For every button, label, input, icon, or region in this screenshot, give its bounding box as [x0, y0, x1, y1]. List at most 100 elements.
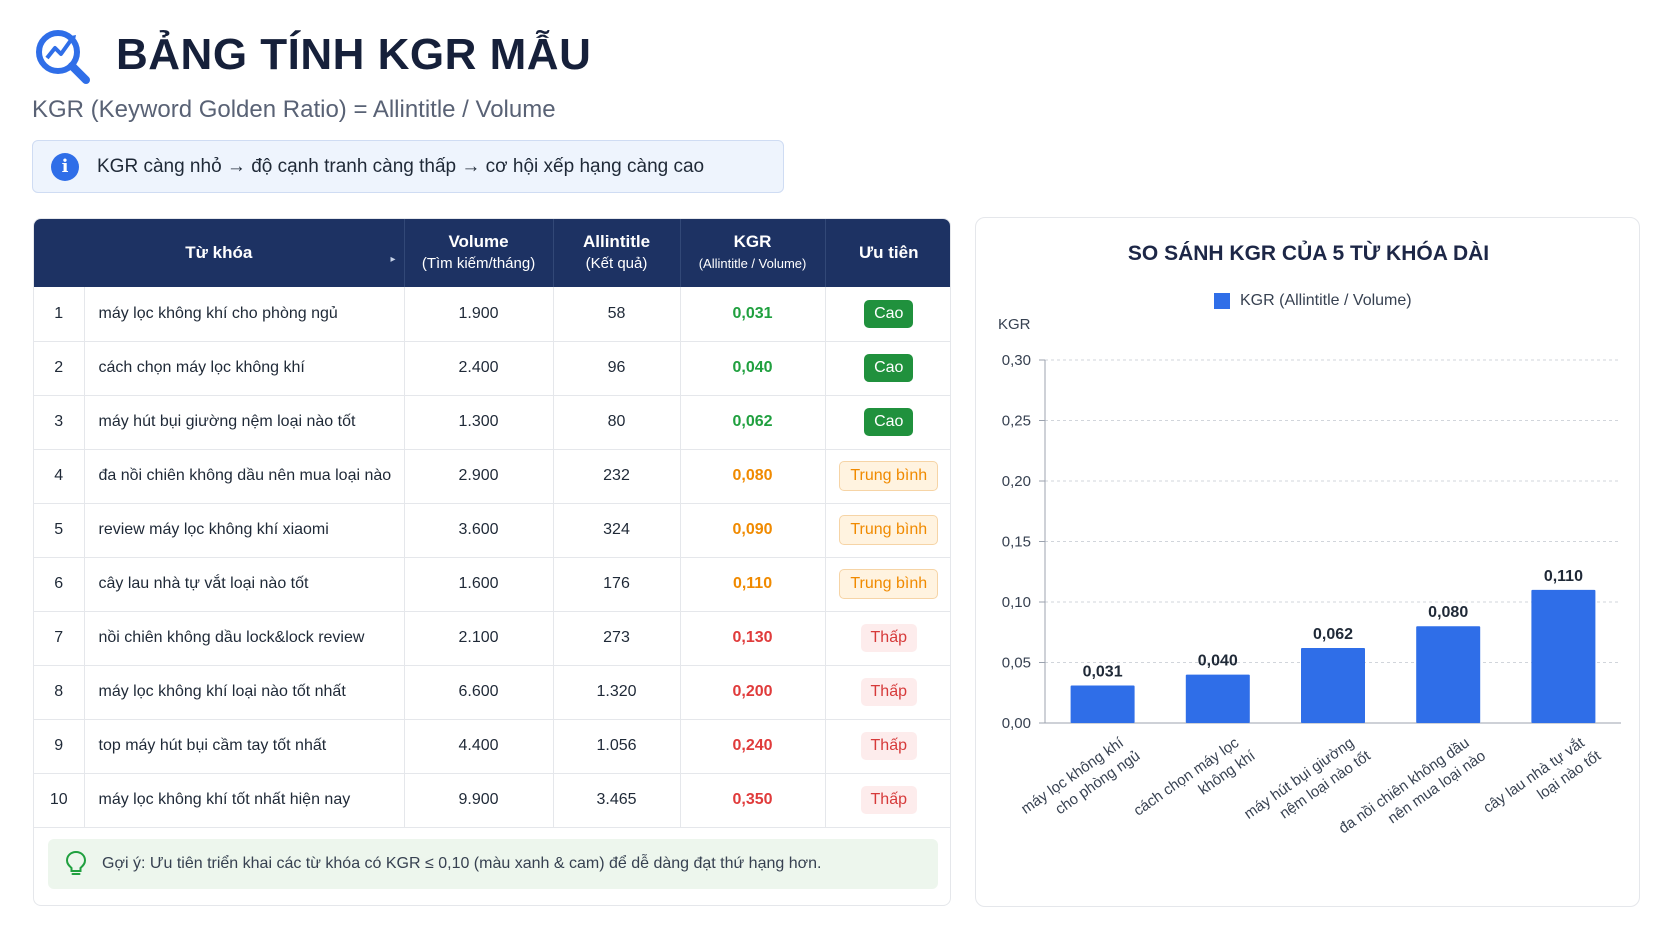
chart-bar [1185, 674, 1250, 723]
column-header-volume[interactable]: Volume (Tìm kiếm/tháng) [404, 219, 554, 287]
row-priority: Thấp [825, 665, 950, 719]
row-number: 8 [34, 665, 85, 719]
table-row[interactable]: 2 cách chọn máy lọc không khí 2.400 96 0,040… [34, 341, 950, 395]
table-row[interactable]: 7 nồi chiên không dầu lock&lock review 2.1… [34, 611, 950, 665]
column-header-priority[interactable]: Ưu tiên [825, 219, 950, 287]
row-number: 6 [34, 557, 85, 611]
column-header-volume-sub: (Tìm kiếm/tháng) [421, 255, 536, 272]
row-keyword: nồi chiên không dầu lock&lock review [84, 611, 405, 665]
priority-badge: Trung bình [839, 461, 939, 491]
row-kgr: 0,130 [680, 611, 826, 665]
priority-badge: Cao [864, 408, 914, 436]
row-priority: Thấp [825, 773, 950, 827]
row-allintitle: 324 [553, 503, 681, 557]
chart-bar [1416, 626, 1481, 723]
row-volume: 1.300 [404, 395, 554, 449]
legend-swatch [1214, 293, 1230, 309]
row-priority: Trung bình [825, 557, 950, 611]
row-keyword: cách chọn máy lọc không khí [84, 341, 405, 395]
table-row[interactable]: 3 máy hút bụi giường nệm loại nào tốt 1.30… [34, 395, 950, 449]
row-kgr: 0,350 [680, 773, 826, 827]
column-header-kgr[interactable]: KGR (Allintitle / Volume) [680, 219, 826, 287]
row-allintitle: 80 [553, 395, 681, 449]
kgr-table-card: Từ khóa ▸ Volume (Tìm kiếm/tháng) Allint… [33, 218, 951, 906]
tip-text: Gợi ý: Ưu tiên triển khai các từ khóa có… [102, 855, 822, 872]
table-row[interactable]: 1 máy lọc không khí cho phòng ngủ 1.900 58 0… [34, 287, 950, 341]
row-kgr: 0,200 [680, 665, 826, 719]
bar-value-label: 0,080 [1428, 604, 1468, 621]
bar-value-label: 0,110 [1544, 568, 1583, 585]
row-number: 10 [34, 773, 85, 827]
row-number: 9 [34, 719, 85, 773]
row-kgr: 0,240 [680, 719, 826, 773]
row-volume: 6.600 [404, 665, 554, 719]
row-priority: Trung bình [825, 449, 950, 503]
row-number: 5 [34, 503, 85, 557]
priority-badge: Cao [864, 299, 914, 328]
row-allintitle: 1.320 [553, 665, 681, 719]
row-volume: 4.400 [404, 719, 554, 773]
row-number: 3 [34, 395, 85, 449]
row-allintitle: 232 [553, 449, 681, 503]
column-header-kgr-label: KGR [733, 232, 772, 251]
chart-legend: KGR (Allintitle / Volume) [1214, 292, 1412, 310]
column-header-allintitle-sub: (Kết quả) [585, 255, 648, 272]
column-header-allintitle[interactable]: Allintitle (Kết quả) [553, 219, 681, 287]
priority-badge: Thấp [860, 732, 917, 760]
y-tick-label: 0,25 [1002, 413, 1031, 430]
priority-badge: Thấp [860, 678, 917, 706]
lightbulb-icon [65, 850, 87, 875]
row-priority: Trung bình [825, 503, 950, 557]
column-header-kgr-sub: (Allintitle / Volume) [698, 256, 807, 271]
column-header-priority-label: Ưu tiên [859, 243, 919, 262]
column-header-keyword-label: Từ khóa [185, 243, 253, 262]
column-header-keyword[interactable]: Từ khóa ▸ [34, 219, 405, 287]
info-banner: i KGR càng nhỏ → độ cạnh tranh càng thấp… [32, 140, 784, 193]
chart-card: SO SÁNH KGR CỦA 5 TỪ KHÓA DÀI KGR (Allin… [975, 217, 1640, 907]
table-body: 1 máy lọc không khí cho phòng ngủ 1.900 58 0… [34, 287, 950, 827]
row-priority: Cao [825, 287, 950, 341]
y-tick-label: 0,15 [1002, 534, 1031, 551]
row-number: 7 [34, 611, 85, 665]
row-allintitle: 176 [553, 557, 681, 611]
row-kgr: 0,080 [680, 449, 826, 503]
table-row[interactable]: 5 review máy lọc không khí xiaomi 3.600 324… [34, 503, 950, 557]
row-keyword: máy lọc không khí loại nào tốt nhất [84, 665, 405, 719]
kgr-bar-chart: KGR 0,00 0,05 0,10 0,15 0,20 0,25 0,30 0,031 máy … [998, 316, 1621, 837]
row-number: 1 [34, 287, 85, 341]
y-tick-label: 0,30 [1002, 352, 1031, 369]
column-header-allintitle-label: Allintitle [582, 232, 651, 251]
table-row[interactable]: 9 top máy hút bụi cầm tay tốt nhất 4.400 1.… [34, 719, 950, 773]
priority-badge: Cao [864, 354, 914, 382]
chart-bar [1070, 685, 1135, 723]
row-priority: Cao [825, 395, 950, 449]
priority-badge: Trung bình [839, 569, 939, 599]
bar-value-label: 0,040 [1198, 653, 1238, 670]
search-analytics-icon [36, 30, 90, 84]
legend-label: KGR (Allintitle / Volume) [1240, 292, 1412, 309]
table-row[interactable]: 10 máy lọc không khí tốt nhất hiện nay 9.9… [34, 773, 950, 827]
chart-bar [1301, 647, 1365, 723]
sort-icon[interactable]: ▸ [390, 254, 396, 265]
table-row[interactable]: 8 máy lọc không khí loại nào tốt nhất 6.60… [34, 665, 950, 719]
row-kgr: 0,062 [680, 395, 826, 449]
row-volume: 1.900 [404, 287, 554, 341]
row-volume: 2.100 [404, 611, 554, 665]
row-volume: 2.400 [404, 341, 554, 395]
page-subtitle: KGR (Keyword Golden Ratio) = Allintitle … [32, 96, 556, 123]
row-number: 4 [34, 449, 85, 503]
row-volume: 2.900 [404, 449, 554, 503]
bar-value-label: 0,031 [1083, 663, 1123, 680]
row-priority: Thấp [825, 611, 950, 665]
column-header-volume-label: Volume [448, 232, 509, 251]
row-priority: Cao [825, 341, 950, 395]
table-row[interactable]: 6 cây lau nhà tự vắt loại nào tốt 1.600 176… [34, 557, 950, 611]
row-keyword: đa nồi chiên không dầu nên mua loại nào [84, 449, 405, 503]
row-keyword: máy lọc không khí tốt nhất hiện nay [84, 773, 405, 827]
table-row[interactable]: 4 đa nồi chiên không dầu nên mua loại nào… [34, 449, 950, 503]
row-volume: 9.900 [404, 773, 554, 827]
row-allintitle: 273 [553, 611, 681, 665]
